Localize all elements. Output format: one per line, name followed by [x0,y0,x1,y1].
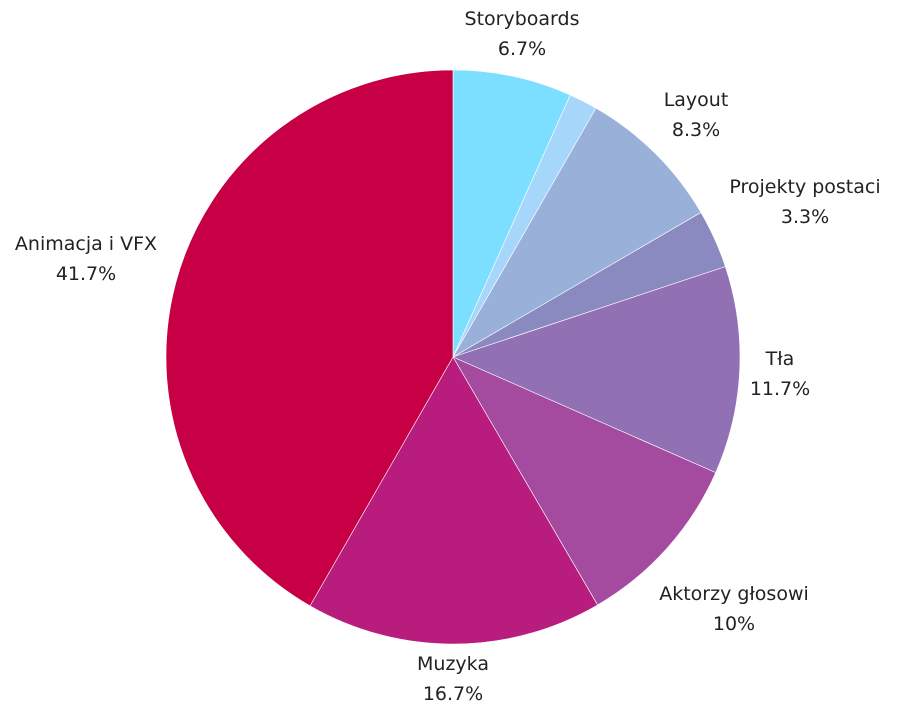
pie-slice-animacja-i-vfx [165,69,454,607]
slice-labels: Storyboards 6.7% Layout 8.3% Projekty postac… [15,8,881,705]
slice-value-aktorzy-głosowi: 10% [713,613,755,635]
pie-slice-storyboards [452,69,571,358]
slice-value-muzyka: 16.7% [423,683,483,705]
slice-label-projekty-postaci: Projekty postaci [729,176,880,198]
slice-value-projekty-postaci: 3.3% [781,206,829,228]
slice-label-animacja-i-vfx: Animacja i VFX [15,233,157,255]
pie-slice-tła [452,266,741,474]
slice-label-layout: Layout [664,89,729,111]
pie-slice-aktorzy-głosowi [452,356,717,606]
slice-value-layout: 8.3% [672,119,720,141]
slice-value-storyboards: 6.7% [498,38,546,60]
pie-slices [165,69,741,645]
slice-label-storyboards: Storyboards [465,8,580,30]
slice-label-tła: Tła [765,348,795,370]
pie-slice-muzyka [309,356,598,645]
slice-label-aktorzy-głosowi: Aktorzy głosowi [659,583,809,605]
pie-slice-layout [452,107,702,358]
slice-value-tła: 11.7% [750,378,810,400]
slice-label-muzyka: Muzyka [417,653,489,675]
slice-value-animacja-i-vfx: 41.7% [56,263,116,285]
